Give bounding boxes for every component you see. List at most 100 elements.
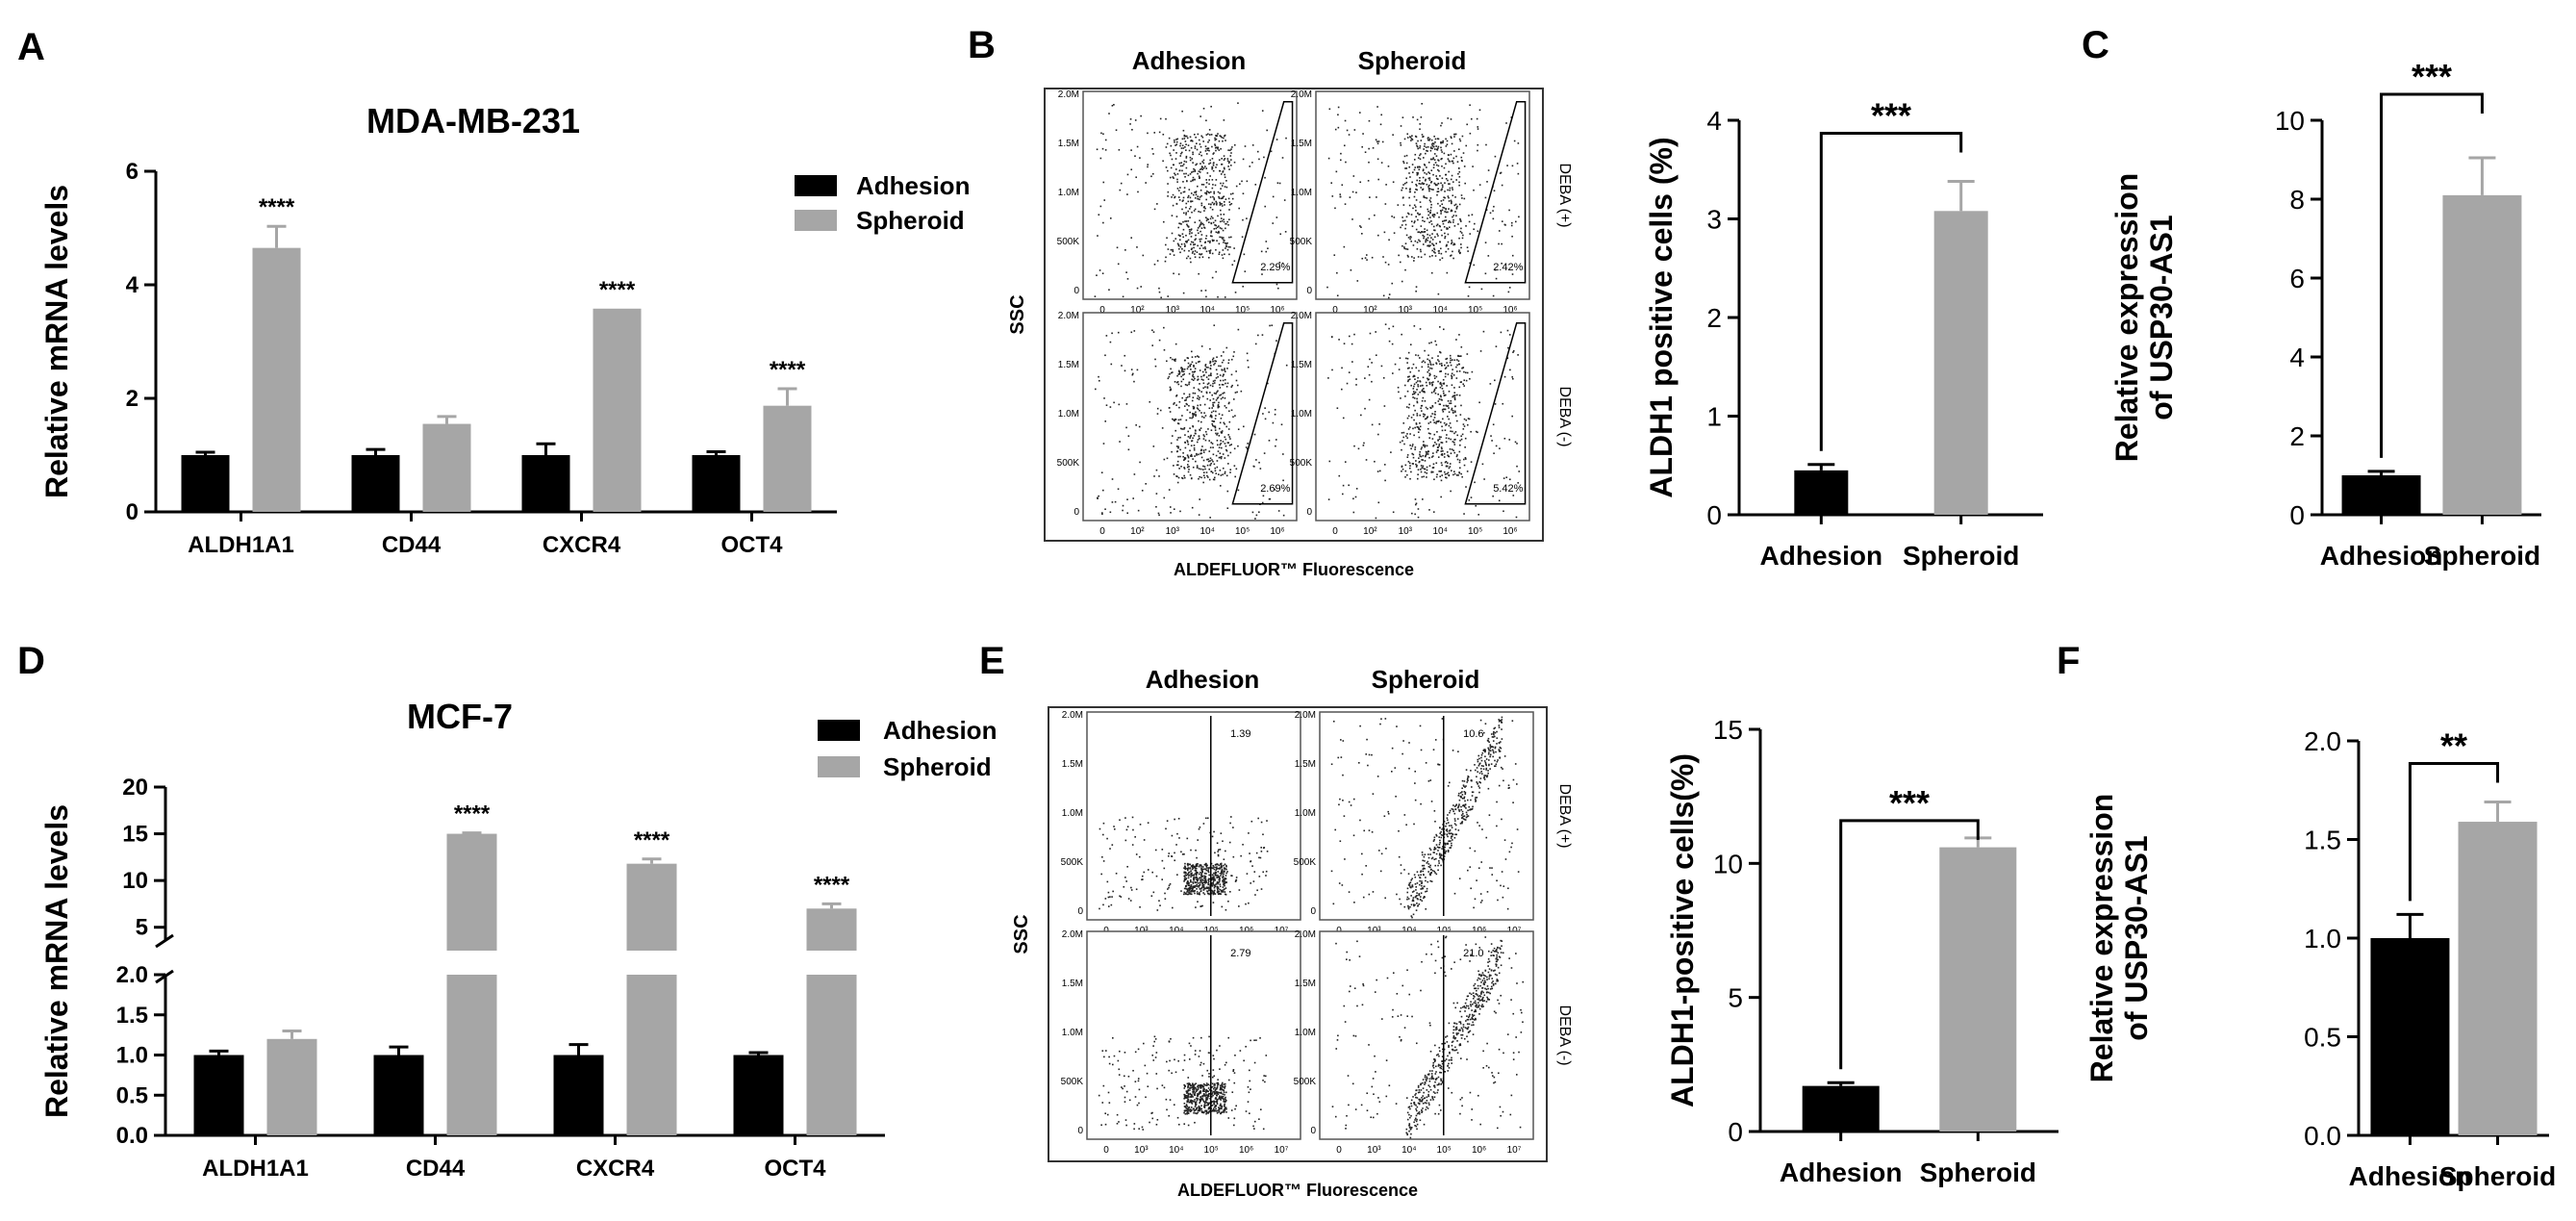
event-dot — [1466, 815, 1469, 818]
event-dot — [1167, 377, 1170, 380]
event-dot — [1227, 463, 1229, 465]
event-dot — [1450, 199, 1452, 202]
event-dot — [1458, 138, 1461, 140]
event-dot — [1493, 751, 1495, 754]
event-dot — [1430, 169, 1433, 171]
event-dot — [1447, 241, 1450, 243]
event-dot — [1427, 408, 1428, 410]
event-dot — [1463, 791, 1466, 793]
event-dot — [1226, 160, 1229, 163]
event-dot — [1149, 1121, 1150, 1124]
event-dot — [1193, 1088, 1196, 1090]
event-dot — [1366, 259, 1368, 261]
event-dot — [1191, 868, 1194, 871]
event-dot — [1465, 769, 1468, 771]
event-dot — [1356, 940, 1358, 943]
event-dot — [1497, 899, 1499, 902]
flow-y-tick: 1.0M — [1062, 1028, 1083, 1038]
event-dot — [1332, 903, 1335, 905]
event-dot — [1212, 1107, 1215, 1110]
event-dot — [1428, 383, 1431, 385]
event-dot — [1193, 406, 1196, 409]
event-dot — [1415, 136, 1418, 139]
event-dot — [1458, 170, 1461, 173]
event-dot — [1196, 1099, 1199, 1102]
event-dot — [1471, 786, 1473, 788]
event-dot — [1427, 427, 1429, 430]
event-dot — [1136, 246, 1138, 248]
event-dot — [1213, 868, 1216, 871]
event-dot — [1492, 750, 1495, 752]
event-dot — [1218, 197, 1221, 199]
event-dot — [1402, 204, 1405, 206]
event-dot — [1263, 156, 1265, 159]
event-dot — [1223, 878, 1225, 881]
event-dot — [1212, 1069, 1215, 1071]
event-dot — [1477, 760, 1479, 763]
event-dot — [1417, 171, 1419, 174]
event-dot — [1101, 1102, 1104, 1104]
event-dot — [1218, 890, 1221, 893]
event-dot — [1218, 365, 1220, 368]
event-dot — [1461, 817, 1463, 820]
event-dot — [1376, 471, 1379, 472]
event-dot — [1125, 1124, 1127, 1127]
event-dot — [1186, 882, 1188, 885]
event-dot — [1446, 271, 1449, 274]
event-dot — [1222, 393, 1225, 394]
event-dot — [1443, 471, 1446, 473]
event-dot — [1187, 460, 1190, 463]
event-dot — [1428, 1070, 1431, 1072]
event-dot — [1220, 1099, 1222, 1101]
event-dot — [1223, 883, 1225, 886]
event-dot — [1226, 158, 1229, 160]
event-dot — [1185, 872, 1187, 875]
event-dot — [1451, 374, 1452, 377]
event-dot — [1223, 159, 1225, 162]
event-dot — [1496, 801, 1498, 803]
event-dot — [1428, 456, 1430, 459]
event-dot — [1237, 445, 1239, 447]
event-dot — [1464, 446, 1466, 448]
event-dot — [1409, 189, 1411, 191]
event-dot — [1428, 372, 1431, 375]
event-dot — [1429, 874, 1431, 877]
event-dot — [1462, 815, 1465, 818]
event-dot — [1155, 493, 1158, 495]
event-dot — [1449, 422, 1452, 424]
event-dot — [1205, 119, 1207, 122]
event-dot — [1435, 451, 1438, 453]
event-dot — [1280, 423, 1283, 426]
event-dot — [1208, 1035, 1210, 1038]
event-dot — [1184, 146, 1186, 148]
event-dot — [1415, 381, 1418, 384]
event-dot — [1208, 203, 1210, 205]
event-dot — [1204, 877, 1206, 879]
event-dot — [1205, 1102, 1208, 1104]
event-dot — [1196, 407, 1199, 409]
event-dot — [1190, 885, 1193, 888]
event-dots — [1099, 816, 1269, 911]
event-dot — [1484, 755, 1486, 758]
event-dot — [1186, 180, 1188, 182]
event-dot — [1422, 376, 1425, 379]
event-dot — [1188, 891, 1190, 894]
event-dot — [1176, 874, 1178, 876]
event-dot — [1371, 256, 1374, 259]
event-dot — [1232, 1070, 1234, 1072]
event-dot — [1494, 765, 1497, 767]
event-dot — [1217, 891, 1219, 894]
event-dot — [1421, 852, 1424, 853]
event-dot — [1209, 250, 1211, 253]
event-dot — [1200, 253, 1202, 256]
event-dot — [1422, 868, 1425, 871]
event-dot — [1391, 771, 1393, 773]
event-dot — [1213, 401, 1216, 404]
event-dot — [1260, 888, 1263, 890]
event-dot — [1421, 884, 1423, 887]
event-dot — [1228, 209, 1230, 211]
event-dot — [1408, 882, 1411, 884]
event-dot — [1413, 419, 1415, 421]
event-dot — [1435, 833, 1437, 836]
event-dot — [1355, 488, 1358, 490]
